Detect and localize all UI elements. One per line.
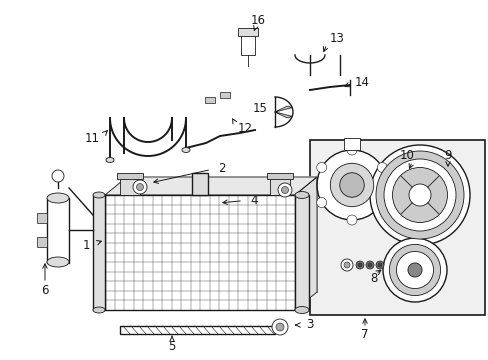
Circle shape [316, 162, 326, 172]
Circle shape [339, 173, 364, 197]
Circle shape [346, 145, 356, 155]
Bar [220, 92, 229, 98]
Text: 6: 6 [41, 284, 49, 297]
Ellipse shape [47, 193, 69, 203]
Ellipse shape [294, 192, 308, 198]
Circle shape [136, 184, 143, 190]
Circle shape [357, 263, 361, 267]
Text: 13: 13 [329, 32, 344, 45]
Circle shape [278, 183, 291, 197]
Text: 11: 11 [85, 131, 100, 144]
Ellipse shape [294, 306, 308, 314]
Bar [238, 28, 258, 36]
Polygon shape [274, 106, 292, 112]
Ellipse shape [93, 307, 105, 313]
Circle shape [316, 150, 386, 220]
Bar [269, 177, 289, 195]
Circle shape [271, 319, 287, 335]
Circle shape [281, 186, 288, 194]
Text: 12: 12 [238, 122, 252, 135]
Bar [93, 195, 105, 310]
Circle shape [52, 170, 64, 182]
Circle shape [396, 251, 433, 289]
Circle shape [375, 261, 383, 269]
Circle shape [388, 244, 440, 296]
Bar [309, 140, 484, 315]
Text: 5: 5 [168, 339, 175, 352]
Ellipse shape [93, 192, 105, 198]
Bar [120, 177, 140, 195]
Polygon shape [294, 177, 316, 310]
Text: 2: 2 [218, 162, 225, 175]
Bar [120, 326, 274, 334]
Circle shape [275, 323, 284, 331]
Ellipse shape [182, 148, 190, 153]
Bar [47, 198, 69, 263]
Bar [343, 138, 359, 150]
Text: 16: 16 [250, 14, 265, 27]
Circle shape [392, 167, 447, 222]
Circle shape [383, 159, 455, 231]
Text: 7: 7 [361, 328, 368, 342]
Circle shape [382, 238, 446, 302]
Polygon shape [274, 112, 292, 118]
Bar [117, 173, 142, 179]
Bar [105, 195, 294, 310]
Circle shape [346, 215, 356, 225]
Circle shape [367, 263, 371, 267]
Circle shape [408, 184, 430, 206]
Bar [204, 97, 215, 103]
Circle shape [375, 151, 463, 239]
Circle shape [316, 198, 326, 207]
Ellipse shape [47, 257, 69, 267]
Circle shape [377, 263, 381, 267]
Circle shape [340, 259, 352, 271]
Bar [266, 173, 292, 179]
Bar [37, 213, 47, 223]
Bar [192, 173, 207, 195]
Circle shape [377, 162, 386, 172]
Text: 10: 10 [399, 149, 414, 162]
Circle shape [343, 262, 349, 268]
Bar [127, 177, 316, 292]
Polygon shape [105, 177, 316, 195]
Circle shape [365, 261, 373, 269]
Circle shape [369, 145, 469, 245]
Circle shape [133, 180, 147, 194]
Bar [294, 195, 308, 310]
Circle shape [355, 261, 363, 269]
Bar [241, 33, 254, 55]
Text: 9: 9 [443, 149, 451, 162]
Circle shape [329, 163, 373, 207]
Text: 8: 8 [369, 271, 377, 284]
Ellipse shape [106, 158, 114, 162]
Text: 4: 4 [249, 194, 257, 207]
Text: 15: 15 [253, 102, 267, 114]
Bar [37, 237, 47, 247]
Text: 14: 14 [354, 76, 369, 89]
Text: 1: 1 [82, 239, 90, 252]
Text: 3: 3 [305, 319, 313, 332]
Circle shape [377, 198, 386, 207]
Circle shape [407, 263, 421, 277]
